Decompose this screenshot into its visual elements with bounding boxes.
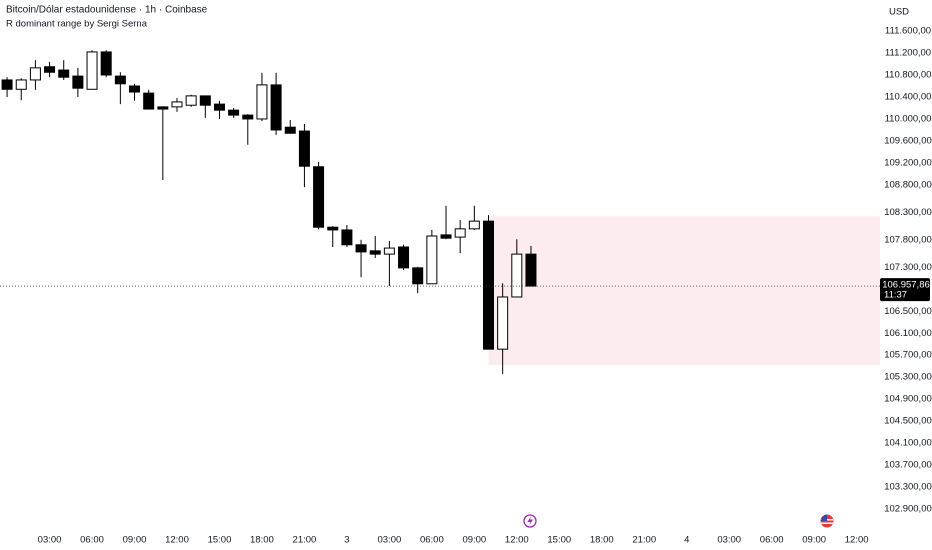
candle-body bbox=[199, 95, 211, 106]
y-tick-label: 110.800,00 bbox=[885, 70, 932, 81]
candle-body bbox=[29, 67, 41, 81]
y-tick-label: 110.000,00 bbox=[885, 113, 932, 124]
x-tick-label: 12:00 bbox=[505, 535, 529, 546]
x-tick-label: 09:00 bbox=[123, 535, 147, 546]
candle-body bbox=[100, 51, 112, 76]
x-tick-label: 03:00 bbox=[717, 535, 741, 546]
y-tick-label: 108.300,00 bbox=[884, 207, 932, 218]
y-tick-label: 108.800,00 bbox=[884, 179, 932, 190]
x-tick-label: 06:00 bbox=[760, 535, 784, 546]
x-tick-label: 09:00 bbox=[802, 535, 826, 546]
candle-body bbox=[185, 95, 197, 106]
candle-body bbox=[398, 246, 410, 269]
last-price-label: 106.957,86 bbox=[882, 280, 930, 291]
candle-body bbox=[440, 234, 452, 239]
candle-body bbox=[525, 253, 537, 287]
event-flag-icon[interactable] bbox=[820, 514, 834, 528]
y-tick-label: 105.300,00 bbox=[884, 372, 932, 383]
candle-body bbox=[355, 244, 367, 253]
countdown-label: 11:37 bbox=[884, 290, 907, 301]
x-tick-label: 12:00 bbox=[845, 535, 869, 546]
y-tick-label: 106.500,00 bbox=[884, 306, 932, 317]
y-tick-label: 103.700,00 bbox=[884, 460, 932, 471]
chart-title: Bitcoin/Dólar estadounidense · 1h · Coin… bbox=[6, 5, 208, 16]
y-tick-label: 104.500,00 bbox=[884, 416, 932, 427]
y-tick-label: 109.200,00 bbox=[884, 157, 932, 168]
candle-body bbox=[242, 114, 254, 120]
x-tick-label: 06:00 bbox=[80, 535, 104, 546]
last-price-box bbox=[880, 278, 930, 302]
candle-body bbox=[383, 247, 395, 255]
indicator-name: R dominant range by Sergi Serna bbox=[6, 19, 148, 30]
candle-body bbox=[171, 101, 183, 108]
y-tick-label: 104.900,00 bbox=[884, 394, 932, 405]
candle-body bbox=[412, 267, 424, 285]
candle-body bbox=[327, 226, 339, 231]
y-tick-label: 111.200,00 bbox=[885, 48, 931, 59]
x-tick-label: 21:00 bbox=[632, 535, 656, 546]
candle-body bbox=[284, 126, 296, 134]
y-tick-label: 104.100,00 bbox=[884, 438, 932, 449]
candle-body bbox=[213, 103, 225, 111]
candle-body bbox=[15, 79, 27, 90]
candle-body bbox=[228, 109, 240, 116]
y-tick-label: 106.100,00 bbox=[884, 328, 932, 339]
x-tick-label: 3 bbox=[344, 535, 349, 546]
candle-body bbox=[256, 84, 268, 120]
candle-body bbox=[341, 229, 353, 246]
candle-body bbox=[44, 66, 56, 73]
y-tick-label: 105.700,00 bbox=[884, 350, 932, 361]
candle-body bbox=[129, 85, 141, 93]
candle-body bbox=[1, 79, 13, 90]
candle-body bbox=[270, 84, 282, 131]
candle-body bbox=[468, 220, 480, 230]
x-tick-label: 09:00 bbox=[462, 535, 486, 546]
y-tick-label: 110.400,00 bbox=[885, 91, 932, 102]
x-tick-label: 21:00 bbox=[293, 535, 317, 546]
x-tick-label: 03:00 bbox=[377, 535, 401, 546]
y-tick-label: 103.300,00 bbox=[884, 482, 932, 493]
candle-body bbox=[143, 92, 155, 110]
y-tick-label: 109.600,00 bbox=[884, 135, 932, 146]
y-tick-label: 107.800,00 bbox=[884, 234, 932, 245]
x-tick-label: 15:00 bbox=[208, 535, 232, 546]
x-tick-label: 18:00 bbox=[590, 535, 614, 546]
candle-body bbox=[482, 220, 494, 350]
x-tick-label: 12:00 bbox=[165, 535, 189, 546]
currency-label[interactable]: USD bbox=[889, 7, 909, 18]
event-icon[interactable] bbox=[523, 514, 537, 528]
x-tick-label: 15:00 bbox=[547, 535, 571, 546]
x-tick-label: 06:00 bbox=[420, 535, 444, 546]
candle-body bbox=[298, 130, 310, 167]
x-tick-label: 18:00 bbox=[250, 535, 274, 546]
candle-body bbox=[58, 69, 70, 78]
y-tick-label: 102.900,00 bbox=[884, 504, 932, 515]
candle-body bbox=[426, 235, 438, 285]
candle-body bbox=[313, 166, 325, 228]
candle-body bbox=[511, 253, 523, 298]
candle-body bbox=[157, 106, 169, 110]
candle-body bbox=[72, 75, 84, 89]
y-tick-label: 107.300,00 bbox=[884, 262, 932, 273]
candle-body bbox=[86, 51, 98, 90]
x-tick-label: 03:00 bbox=[38, 535, 62, 546]
candle-body bbox=[497, 296, 509, 350]
x-tick-label: 4 bbox=[684, 535, 689, 546]
candle-body bbox=[369, 250, 381, 255]
range-zone bbox=[488, 216, 880, 366]
candle-body bbox=[454, 228, 466, 238]
candle-body bbox=[114, 75, 126, 85]
y-tick-label: 111.600,00 bbox=[885, 26, 931, 37]
